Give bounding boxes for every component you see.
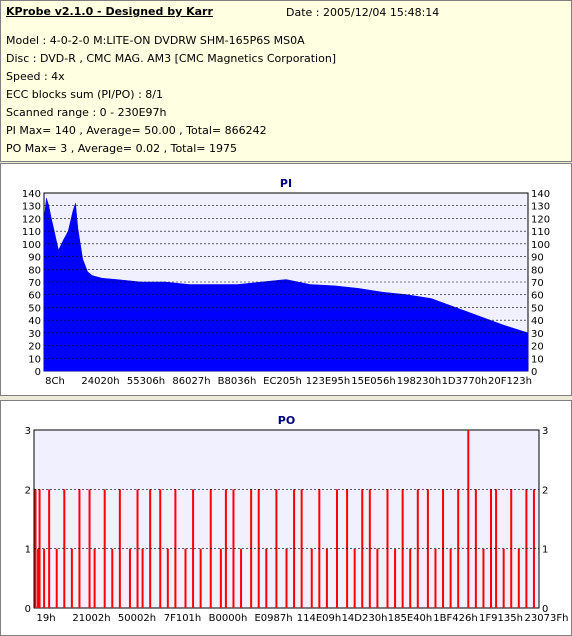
y-tick-label-left: 1	[25, 545, 31, 556]
y-tick-label-left: 140	[22, 189, 41, 200]
y-tick-label-right: 120	[531, 214, 550, 225]
y-tick-label-left: 2	[25, 485, 31, 496]
x-tick-label: 23073Fh	[525, 613, 569, 624]
y-tick-label-left: 70	[28, 278, 41, 289]
scan-date: Date : 2005/12/04 15:48:14	[286, 6, 440, 19]
disc-line: Disc : DVD-R , CMC MAG. AM3 [CMC Magneti…	[6, 52, 337, 65]
y-tick-label-left: 110	[22, 227, 41, 238]
x-tick-label: B0000h	[209, 613, 248, 624]
x-tick-label: 86027h	[172, 376, 210, 387]
x-tick-label: 50002h	[118, 613, 156, 624]
y-tick-label-left: 30	[28, 329, 41, 340]
x-tick-label: 8Ch	[45, 376, 65, 387]
y-tick-label-left: 0	[25, 604, 31, 615]
model-line: Model : 4-0-2-0 M:LITE-ON DVDRW SHM-165P…	[6, 34, 305, 47]
y-tick-label-right: 0	[542, 604, 548, 615]
y-tick-label-right: 30	[531, 329, 544, 340]
app-title: KProbe v2.1.0 - Designed by Karr	[6, 5, 213, 18]
y-tick-label-left: 20	[28, 342, 41, 353]
x-tick-label: 14D230h	[342, 613, 388, 624]
y-tick-label-left: 130	[22, 202, 41, 213]
x-tick-label: 123E95h	[306, 376, 350, 387]
x-tick-label: 19h	[36, 613, 55, 624]
po-chart-panel: PO 0 0 1 1 2 2 3 3 19h 21002h 50002h 7F101h B0000h E09…	[0, 400, 572, 636]
y-tick-label-left: 120	[22, 214, 41, 225]
y-tick-label-right: 70	[531, 278, 544, 289]
y-tick-label-left: 80	[28, 265, 41, 276]
y-tick-label-right: 0	[531, 367, 537, 378]
x-tick-label: EC205h	[263, 376, 302, 387]
ecc-line: ECC blocks sum (PI/PO) : 8/1	[6, 88, 163, 101]
pi-chart-panel: PI 0 0 10 10 20 20 30 30 40 40 50 50 60 60 70 70 80 80 90 90…	[0, 163, 572, 396]
y-tick-label-right: 40	[531, 316, 544, 327]
y-tick-label-right: 1	[542, 545, 548, 556]
y-tick-label-left: 90	[28, 253, 41, 264]
po-summary-line: PO Max= 3 , Average= 0.02 , Total= 1975	[6, 142, 237, 155]
y-tick-label-right: 130	[531, 202, 550, 213]
speed-line: Speed : 4x	[6, 70, 65, 83]
y-tick-label-right: 100	[531, 240, 550, 251]
y-tick-label-right: 110	[531, 227, 550, 238]
x-tick-label: 24020h	[81, 376, 119, 387]
y-tick-label-left: 0	[35, 367, 41, 378]
range-line: Scanned range : 0 - 230E97h	[6, 106, 167, 119]
y-tick-label-right: 2	[542, 485, 548, 496]
y-tick-label-right: 80	[531, 265, 544, 276]
x-tick-label: 1F9135h	[479, 613, 523, 624]
x-tick-label: 21002h	[72, 613, 110, 624]
x-tick-label: B8036h	[218, 376, 257, 387]
chart-title: PI	[280, 177, 292, 190]
info-panel: KProbe v2.1.0 - Designed by Karr Date : …	[0, 0, 572, 162]
x-tick-label: 198230h	[397, 376, 442, 387]
pi-summary-line: PI Max= 140 , Average= 50.00 , Total= 86…	[6, 124, 267, 137]
y-tick-label-right: 3	[542, 426, 548, 437]
y-tick-label-right: 10	[531, 354, 544, 365]
x-tick-label: 7F101h	[164, 613, 202, 624]
x-tick-label: 114E09h	[297, 613, 341, 624]
y-tick-label-right: 50	[531, 303, 544, 314]
x-tick-label: 20F123h	[488, 376, 532, 387]
y-tick-label-right: 20	[531, 342, 544, 353]
x-tick-label: E0987h	[254, 613, 292, 624]
y-tick-label-right: 140	[531, 189, 550, 200]
y-tick-label-right: 90	[531, 253, 544, 264]
y-tick-label-right: 60	[531, 291, 544, 302]
y-tick-label-left: 50	[28, 303, 41, 314]
y-tick-label-left: 60	[28, 291, 41, 302]
y-tick-label-left: 10	[28, 354, 41, 365]
x-tick-label: 1D3770h	[442, 376, 488, 387]
x-tick-label: 15E056h	[351, 376, 395, 387]
y-tick-label-left: 100	[22, 240, 41, 251]
x-tick-label: 55306h	[127, 376, 165, 387]
po-chart: PO 0 0 1 1 2 2 3 3 19h 21002h 50002h 7F101h B0000h E09…	[25, 414, 569, 624]
y-tick-label-left: 40	[28, 316, 41, 327]
x-tick-label: 1BF426h	[433, 613, 477, 624]
chart-title: PO	[278, 414, 295, 427]
y-tick-label-left: 3	[25, 426, 31, 437]
x-tick-label: 185E40h	[388, 613, 432, 624]
